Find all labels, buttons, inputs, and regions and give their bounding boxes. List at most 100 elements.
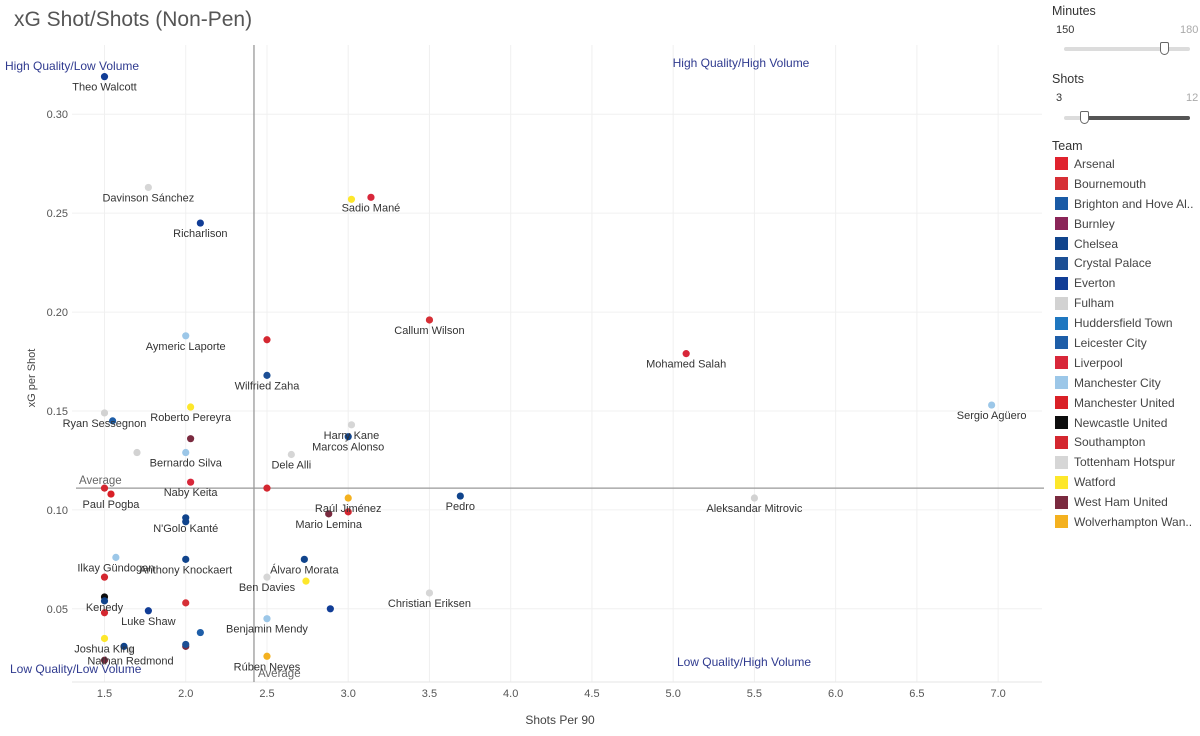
data-point[interactable] [100, 484, 109, 492]
data-points [100, 73, 996, 664]
legend-swatch [1055, 495, 1068, 509]
data-point[interactable] [144, 607, 152, 615]
data-point[interactable] [347, 421, 356, 429]
shots-slider-track[interactable] [1064, 111, 1190, 124]
minutes-slider-handle[interactable] [1159, 42, 1169, 55]
data-point[interactable] [182, 555, 190, 563]
data-point[interactable] [263, 652, 271, 660]
data-point[interactable] [344, 508, 352, 516]
point-label: Ben Davies [239, 582, 296, 594]
shots-slider-handle[interactable] [1080, 111, 1089, 124]
data-point[interactable] [750, 494, 759, 502]
data-point[interactable] [107, 490, 115, 498]
data-point[interactable] [182, 518, 190, 526]
legend-label: West Ham United [1074, 495, 1168, 510]
legend-swatch [1055, 416, 1068, 430]
data-point[interactable] [144, 183, 152, 192]
data-point[interactable] [100, 73, 109, 81]
data-point[interactable] [187, 435, 195, 443]
data-point[interactable] [133, 448, 141, 457]
data-point[interactable] [126, 646, 135, 654]
legend-item[interactable]: Manchester United [1055, 393, 1200, 413]
data-point[interactable] [326, 605, 334, 613]
legend-item[interactable]: Wolverhampton Wan.. [1055, 512, 1200, 532]
point-label: Callum Wilson [394, 325, 464, 337]
point-labels: Theo Walcott Davinson Sánchez Richarlison S… [63, 82, 1027, 674]
data-point[interactable] [263, 615, 271, 623]
data-point[interactable] [344, 494, 352, 502]
legend-item[interactable]: Bournemouth [1055, 174, 1200, 194]
legend-item[interactable]: Leicester City [1055, 333, 1200, 353]
legend-label: Everton [1074, 276, 1116, 291]
data-point[interactable] [344, 433, 352, 441]
legend-item[interactable]: Huddersfield Town [1055, 313, 1200, 333]
x-average-label: Average [258, 668, 301, 680]
data-point[interactable] [325, 510, 333, 518]
point-label: Harry Kane [324, 430, 380, 442]
scatter-plot[interactable]: 1.5 2.0 2.5 3.0 3.5 4.0 4.5 5.0 5.5 6.0 6.5 7.0 0.05… [0, 0, 1045, 736]
legend-swatch [1055, 157, 1068, 171]
data-point[interactable] [100, 573, 109, 581]
data-point[interactable] [100, 409, 109, 417]
legend-item[interactable]: Everton [1055, 273, 1200, 293]
legend-swatch [1055, 475, 1068, 489]
legend-item[interactable]: Tottenham Hotspur [1055, 452, 1200, 472]
data-point[interactable] [182, 332, 190, 340]
legend-item[interactable]: Chelsea [1055, 234, 1200, 254]
point-label: Mario Lemina [295, 519, 363, 531]
data-point[interactable] [682, 350, 690, 358]
data-point[interactable] [100, 656, 109, 664]
legend-item[interactable]: Southampton [1055, 432, 1200, 452]
y-axis-label: xG per Shot [26, 349, 38, 408]
data-point[interactable] [182, 599, 190, 607]
x-tick-label: 2.0 [178, 688, 193, 700]
data-point[interactable] [425, 316, 434, 324]
data-point[interactable] [109, 417, 117, 425]
point-label: Luke Shaw [121, 616, 175, 628]
legend-item[interactable]: Liverpool [1055, 353, 1200, 373]
data-point[interactable] [100, 634, 109, 643]
data-point[interactable] [300, 555, 308, 563]
legend-item[interactable]: Manchester City [1055, 373, 1200, 393]
average-reference-lines: Average Average [76, 45, 1044, 682]
legend-swatch [1055, 256, 1068, 270]
data-point[interactable] [196, 628, 204, 637]
data-point[interactable] [367, 193, 375, 201]
data-point[interactable] [182, 448, 190, 457]
legend-label: Manchester United [1074, 395, 1175, 410]
data-point[interactable] [187, 478, 195, 486]
legend-item[interactable]: Watford [1055, 472, 1200, 492]
data-point[interactable] [263, 371, 271, 379]
legend-label: Watford [1074, 475, 1116, 490]
legend-item[interactable]: Newcastle United [1055, 413, 1200, 433]
legend-item[interactable]: Burnley [1055, 214, 1200, 234]
point-label: Ryan Sessegnon [63, 418, 147, 430]
data-point[interactable] [287, 450, 295, 459]
data-point[interactable] [196, 219, 204, 227]
data-point[interactable] [263, 573, 271, 581]
data-point[interactable] [263, 484, 271, 492]
shots-filter-title: Shots [1052, 72, 1084, 86]
data-point[interactable] [456, 492, 464, 500]
chart-title: xG Shot/Shots (Non-Pen) [14, 8, 253, 31]
data-point[interactable] [302, 577, 310, 585]
legend-item[interactable]: Fulham [1055, 293, 1200, 313]
data-point[interactable] [263, 336, 271, 344]
legend-item[interactable]: West Ham United [1055, 492, 1200, 512]
data-point[interactable] [182, 640, 190, 649]
legend-item[interactable]: Arsenal [1055, 154, 1200, 174]
legend-item[interactable]: Brighton and Hove Al.. [1055, 194, 1200, 214]
data-point[interactable] [100, 609, 109, 617]
minutes-min-label: 150 [1056, 24, 1075, 36]
data-point[interactable] [425, 589, 434, 597]
legend-swatch [1055, 396, 1068, 410]
data-point[interactable] [988, 401, 996, 409]
minutes-slider-track[interactable] [1064, 42, 1190, 55]
data-point[interactable] [187, 403, 195, 411]
data-point[interactable] [112, 553, 120, 561]
point-label: Raúl Jiménez [315, 503, 382, 515]
data-point[interactable] [347, 195, 356, 203]
data-point[interactable] [120, 642, 128, 650]
data-point[interactable] [100, 597, 109, 605]
legend-item[interactable]: Crystal Palace [1055, 253, 1200, 273]
